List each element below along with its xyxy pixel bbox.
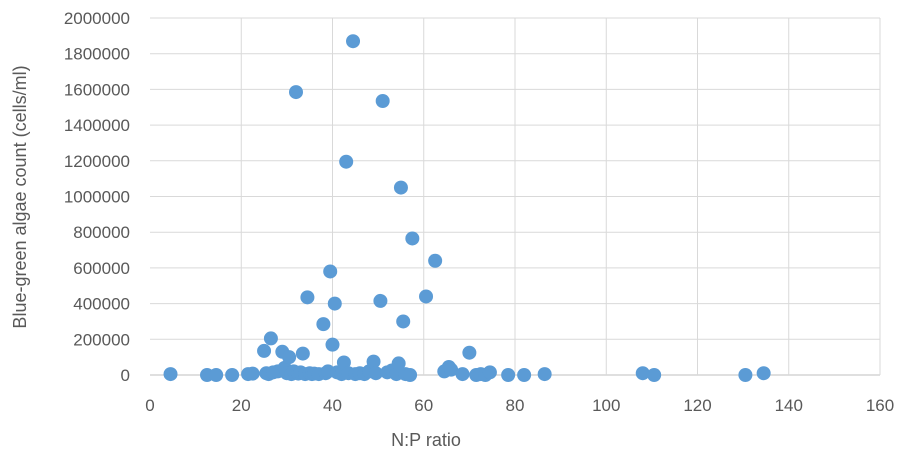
data-point [368,366,383,381]
data-point [336,355,351,370]
data-point [339,154,354,169]
y-tick-label: 1400000 [64,116,130,135]
x-tick-label: 40 [323,396,342,415]
data-point [375,94,390,109]
data-point [537,367,552,382]
x-axis-title: N:P ratio [391,430,461,450]
y-tick-label: 200000 [73,330,130,349]
x-tick-labels: 0 20 40 60 80 100 120 140 160 [145,396,894,415]
data-point [295,346,310,361]
data-point [756,366,771,381]
data-point [257,343,272,358]
data-point [462,345,477,360]
data-point [517,368,532,382]
y-tick-label: 400000 [73,295,130,314]
data-point [282,350,297,365]
data-point [647,368,662,382]
data-point [263,331,278,346]
data-point [396,314,411,329]
y-tick-label: 2000000 [64,9,130,28]
x-tick-label: 160 [866,396,894,415]
data-point [455,367,470,382]
data-point [346,34,361,49]
y-tick-label: 800000 [73,223,130,242]
x-tick-label: 0 [145,396,154,415]
data-point [323,264,338,279]
y-tick-label: 1000000 [64,188,130,207]
x-tick-label: 140 [775,396,803,415]
y-tick-labels: 0 200000 400000 600000 800000 1000000 1200000 1… [64,9,130,385]
data-point [444,362,459,377]
grid-lines [150,17,881,376]
data-point [327,296,342,311]
data-point [403,368,418,382]
x-tick-label: 60 [414,396,433,415]
data-point [289,85,303,100]
data-point [316,317,331,332]
data-point [245,366,260,381]
y-tick-label: 1200000 [64,152,130,171]
y-tick-label: 0 [121,366,130,385]
data-point [391,356,406,371]
data-point [163,367,178,382]
data-point [393,180,408,195]
y-axis-title: Blue-green algae count (cells/ml) [10,65,30,328]
x-tick-label: 100 [592,396,620,415]
data-point [428,253,443,268]
y-tick-label: 1600000 [64,80,130,99]
data-point [738,368,753,382]
data-point [482,365,497,380]
data-point [373,293,388,308]
data-point [209,368,224,382]
data-point [419,289,434,304]
data-point [366,354,381,369]
data-point [405,231,420,246]
x-tick-label: 80 [506,396,525,415]
data-point [635,366,650,381]
y-tick-label: 600000 [73,259,130,278]
y-tick-label: 1800000 [64,45,130,64]
data-point [501,368,516,382]
x-tick-label: 120 [683,396,711,415]
data-points [163,34,771,382]
data-point [325,337,340,352]
data-point [300,290,315,305]
data-point [225,368,240,382]
x-tick-label: 20 [232,396,251,415]
